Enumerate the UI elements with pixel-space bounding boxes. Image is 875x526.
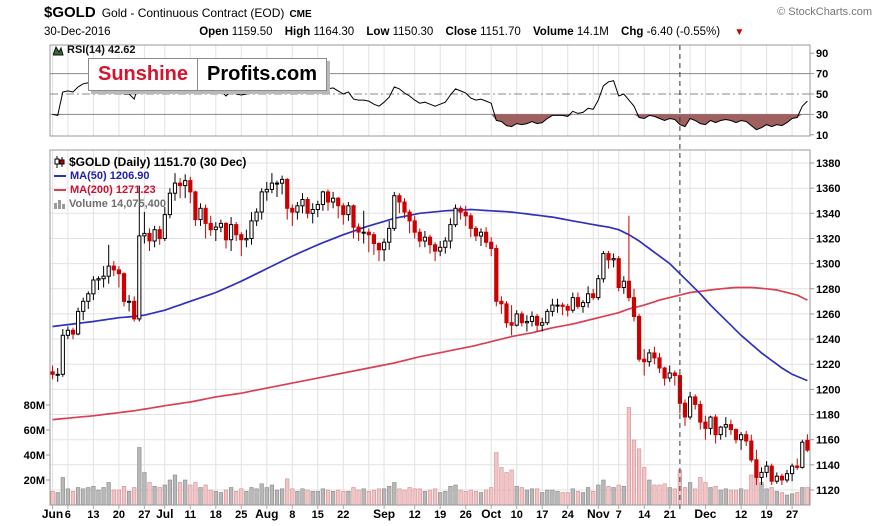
svg-text:19: 19 [761,509,773,521]
svg-text:Jun: Jun [42,507,63,521]
svg-text:25: 25 [235,509,247,521]
svg-text:Jul: Jul [156,507,173,521]
svg-text:70: 70 [816,69,828,81]
svg-text:24: 24 [562,509,575,521]
svg-text:1120: 1120 [816,485,840,497]
legend-ma50-text: MA(50) 1206.90 [70,169,150,182]
svg-text:1300: 1300 [816,259,840,271]
svg-text:15: 15 [312,509,324,521]
chart-header: $GOLD Gold - Continuous Contract (EOD) CME… [44,4,872,42]
svg-text:80M: 80M [24,400,45,412]
ma50-line-swatch [54,174,66,177]
svg-text:1140: 1140 [816,460,840,472]
svg-text:Aug: Aug [255,507,278,521]
svg-text:27: 27 [138,509,150,521]
svg-text:50: 50 [816,89,828,101]
candles-layer [50,173,810,485]
svg-text:21: 21 [664,509,676,521]
sunshine-profits-watermark: Sunshine Profits.com [88,58,328,91]
svg-text:Dec: Dec [694,507,716,521]
svg-text:7: 7 [616,509,622,521]
svg-text:11: 11 [184,509,196,521]
svg-text:20M: 20M [24,475,45,487]
svg-text:27: 27 [786,509,798,521]
svg-text:1280: 1280 [816,284,840,296]
ma50-line [52,208,808,382]
legend-symbol-row: $GOLD (Daily) 1151.70 (30 Dec) [54,154,247,169]
rsi-oversold-fill [52,114,808,130]
quote-row: 30-Dec-2016 Open 1159.50 High 1164.30 Lo… [44,26,872,42]
rsi-indicator-icon [53,45,64,55]
svg-text:17: 17 [536,509,548,521]
legend-volume-row: Volume 14,075,400 [54,197,246,210]
svg-text:30: 30 [816,109,828,121]
svg-text:Oct: Oct [481,507,501,521]
svg-text:1200: 1200 [816,384,840,396]
quote-high: High 1164.30 [284,26,355,38]
legend-symbol-text: $GOLD (Daily) 1151.70 (30 Dec) [69,154,247,169]
change-down-triangle-icon: ▼ [734,27,745,38]
svg-text:22: 22 [337,509,349,521]
svg-text:6: 6 [65,509,71,521]
legend-volume-text: Volume 14,075,400 [69,197,167,210]
svg-text:10: 10 [511,509,523,521]
panel-borders [49,44,811,506]
quote-date: 30-Dec-2016 [44,26,111,38]
symbol-label: $GOLD [44,4,96,21]
svg-text:1380: 1380 [816,158,840,170]
rsi-indicator-label: RSI(14) 42.62 [53,44,135,56]
svg-text:1180: 1180 [816,410,840,422]
legend-ma50-row: MA(50) 1206.90 [54,169,246,182]
svg-text:12: 12 [735,509,747,521]
svg-text:10: 10 [816,130,828,142]
volume-bars-icon [54,199,65,209]
svg-text:19: 19 [434,509,446,521]
quote-low: Low 1150.30 [366,26,434,38]
svg-text:1220: 1220 [816,359,840,371]
svg-text:20: 20 [113,509,125,521]
svg-text:1260: 1260 [816,309,840,321]
ma-layer [52,208,808,421]
svg-text:18: 18 [210,509,222,521]
ma200-line [52,286,808,421]
watermark-sunshine: Sunshine [88,58,198,91]
watermark-profits: Profits.com [197,58,328,91]
svg-text:1340: 1340 [816,208,840,220]
svg-text:13: 13 [87,509,99,521]
svg-text:12: 12 [409,509,421,521]
svg-text:1240: 1240 [816,334,840,346]
quote-volume: Volume 14.1M [532,26,609,38]
svg-text:Nov: Nov [587,507,610,521]
exchange-label: CME [289,9,312,20]
quote-change: Chg -6.40 (-0.55%) [621,26,721,38]
rsi-label-text: RSI(14) 42.62 [67,44,136,56]
instrument-name: Gold - Continuous Contract (EOD) [101,6,285,20]
legend-ma200-row: MA(200) 1271.23 [54,183,246,196]
svg-text:60M: 60M [24,425,45,437]
copyright-label: © StockCharts.com [777,6,872,18]
candlestick-icon [54,155,65,168]
svg-text:40M: 40M [24,450,45,462]
svg-text:8: 8 [289,509,295,521]
quote-open: Open 1159.50 [199,26,273,38]
axis-labels: 1120114011601180120012201240126012801300… [24,48,841,521]
svg-text:1160: 1160 [816,435,840,447]
quote-close: Close 1151.70 [445,26,521,38]
svg-text:1360: 1360 [816,183,840,195]
svg-text:26: 26 [460,509,472,521]
svg-text:1320: 1320 [816,233,840,245]
legend-ma200-text: MA(200) 1271.23 [70,183,156,196]
svg-text:Sep: Sep [373,507,395,521]
main-chart-legend: $GOLD (Daily) 1151.70 (30 Dec) MA(50) 12… [54,155,246,211]
svg-text:90: 90 [816,48,828,60]
svg-text:14: 14 [638,509,651,521]
title-row: $GOLD Gold - Continuous Contract (EOD) CME… [44,4,872,22]
ma200-line-swatch [54,188,66,191]
